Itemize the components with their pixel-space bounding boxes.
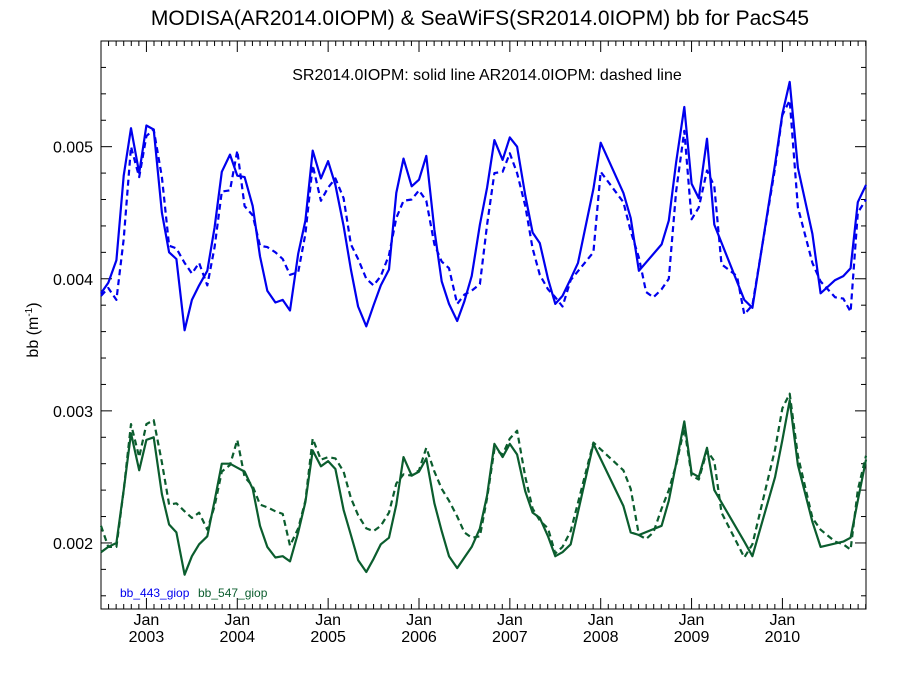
series-line-bb_443_giop-solid [100, 80, 867, 332]
y-tick-label: 0.002 [53, 536, 93, 553]
y-axis-label-text: bb (m [25, 317, 42, 358]
x-tick-year-label: 2003 [129, 629, 165, 646]
x-tick-year-label: 2009 [674, 629, 710, 646]
legend-label-bb_547_giop: bb_547_giop [198, 586, 268, 600]
x-tick-year-label: 2007 [492, 629, 528, 646]
y-axis-label-superscript: -1 [24, 307, 35, 316]
x-tick-year-label: 2010 [765, 629, 801, 646]
chart-title: MODISA(AR2014.0IOPM) & SeaWiFS(SR2014.0I… [151, 7, 809, 30]
x-tick-month-label: Jan [134, 612, 160, 629]
legend-label-bb_443_giop: bb_443_giop [120, 586, 190, 600]
y-tick-label: 0.004 [53, 272, 93, 289]
axes: 0.0020.0030.0040.005Jan2003Jan2004Jan200… [53, 40, 867, 646]
x-tick-month-label: Jan [224, 612, 250, 629]
x-tick-month-label: Jan [406, 612, 432, 629]
series-lines [99, 80, 868, 576]
x-tick-year-label: 2004 [219, 629, 255, 646]
y-tick-label: 0.005 [53, 140, 93, 157]
x-tick-month-label: Jan [770, 612, 796, 629]
x-tick-month-label: Jan [497, 612, 523, 629]
y-axis-label: bb (m-1) [24, 302, 42, 357]
chart-subtitle: SR2014.0IOPM: solid line AR2014.0IOPM: d… [292, 67, 682, 84]
legend: bb_443_giop bb_547_giop [120, 586, 268, 600]
series-line-bb_547_giop-solid [100, 399, 868, 576]
x-tick-month-label: Jan [315, 612, 341, 629]
x-tick-year-label: 2005 [310, 629, 346, 646]
y-axis-label-close: ) [25, 302, 42, 307]
x-tick-month-label: Jan [588, 612, 614, 629]
x-tick-month-label: Jan [679, 612, 705, 629]
plot-frame [100, 40, 867, 610]
series-line-bb_443_giop-dashed [100, 99, 867, 316]
x-tick-year-label: 2008 [583, 629, 619, 646]
y-tick-label: 0.003 [53, 404, 93, 421]
series-line-bb_547_giop-dashed [99, 392, 868, 559]
x-tick-year-label: 2006 [401, 629, 437, 646]
